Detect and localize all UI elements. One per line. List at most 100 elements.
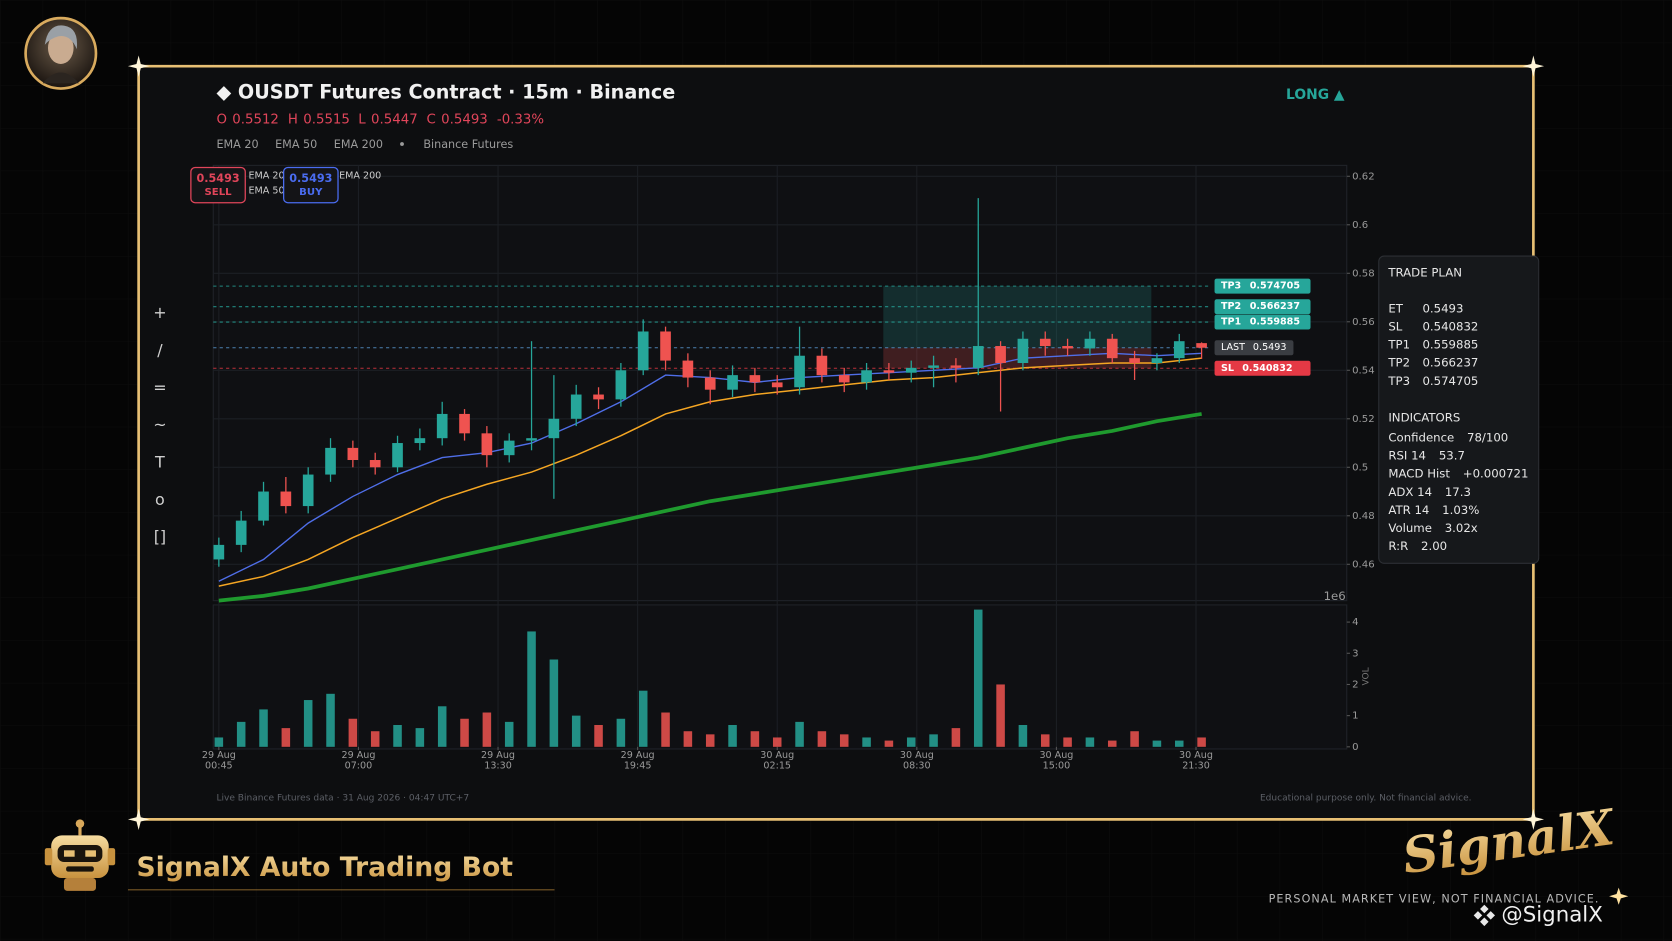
volume-bar (973, 609, 983, 747)
ohlc-label: C (427, 112, 436, 127)
plan-label: ET (1388, 301, 1403, 315)
avatar[interactable] (24, 16, 98, 90)
candle-body (950, 365, 962, 368)
y-tick-label: 0.46 (1352, 559, 1375, 570)
x-tick-label: 30 Aug (760, 750, 794, 761)
y-tick-label: 0.62 (1352, 171, 1375, 182)
tool-button[interactable]: ~ (153, 415, 166, 434)
legend-entry: EMA 50 (275, 138, 317, 151)
ohlc-value: 0.5515 (303, 112, 350, 127)
plan-value: 0.559885 (1422, 337, 1478, 351)
candle-body (302, 474, 314, 507)
candle-body (615, 370, 627, 400)
volume-bar (326, 693, 335, 747)
tool-button[interactable]: + (153, 303, 166, 322)
ohlc-value: 0.5512 (232, 112, 279, 127)
x-tick-label: 00:45 (205, 761, 233, 772)
volume-tick-label: 4 (1352, 617, 1358, 628)
volume-bar (616, 718, 626, 747)
direction: LONG ▲ (1286, 87, 1345, 103)
indicator-label: Confidence (1388, 430, 1454, 444)
indicator-value: +0.000721 (1463, 466, 1529, 480)
indicator-row: ATR 14 1.03% (1388, 502, 1479, 516)
trade-plan-title: TRADE PLAN (1387, 266, 1462, 280)
candle-body (570, 394, 582, 419)
level-tag-value: 0.5493 (1253, 342, 1287, 353)
x-tick-label: 07:00 (345, 761, 373, 772)
y-tick-label: 0.54 (1352, 365, 1375, 376)
plan-label: TP2 (1387, 355, 1410, 369)
order-button[interactable] (190, 166, 246, 204)
volume-panel (212, 604, 1348, 750)
candle-body (1039, 338, 1051, 347)
tool-button[interactable]: o (155, 490, 165, 509)
ohlc-value: 0.5493 (441, 112, 488, 127)
tool-button[interactable]: = (153, 378, 166, 397)
x-tick-label: 30 Aug (1039, 750, 1073, 761)
volume-bar (504, 721, 514, 747)
x-tick-label: 15:00 (1043, 761, 1071, 772)
order-price: 0.5493 (196, 172, 239, 185)
plan-row: SL 0.540832 (1388, 319, 1478, 333)
ohlc-item: H 0.5515 (288, 112, 350, 127)
level-tag (1214, 299, 1311, 315)
level-tag-value: 0.559885 (1250, 317, 1300, 328)
tool-button[interactable]: T (154, 453, 165, 472)
plan-value: 0.566237 (1422, 355, 1478, 369)
volume-bar (1152, 740, 1162, 747)
volume-bar (303, 700, 313, 747)
indicator-label: R:R (1388, 539, 1408, 553)
candle-body (1062, 346, 1073, 349)
tool-button[interactable]: / (157, 341, 163, 360)
x-tick-label: 29 Aug (481, 750, 515, 761)
volume-bar (728, 724, 737, 747)
trade-plan-panel (1378, 255, 1540, 564)
indicator-label: Volume (1388, 521, 1432, 535)
level-tag-label: SL (1221, 363, 1234, 374)
candle-body (392, 443, 403, 468)
plan-row: TP1 0.559885 (1387, 337, 1478, 351)
volume-bar (1018, 724, 1028, 747)
candle-body (682, 360, 694, 378)
indicator-value: 53.7 (1439, 448, 1465, 462)
y-tick-label: 0.6 (1352, 220, 1368, 231)
indicator-row: Confidence 78/100 (1388, 430, 1508, 444)
volume-bar (996, 684, 1005, 747)
indicator-row: RSI 14 53.7 (1388, 448, 1465, 462)
order-button[interactable] (283, 166, 339, 204)
volume-bar (1107, 740, 1117, 747)
candle-body (280, 491, 292, 507)
disclaimer: Educational purpose only. Not financial … (1260, 794, 1472, 804)
plan-value: 0.574705 (1422, 373, 1478, 387)
indicator-value: 2.00 (1421, 539, 1447, 553)
order-label: BUY (299, 187, 323, 198)
plan-row: ET 0.5493 (1388, 301, 1463, 315)
candle-body (548, 418, 560, 439)
candle-body (771, 382, 783, 388)
plan-label: SL (1388, 319, 1402, 333)
level-tag-value: 0.540832 (1242, 363, 1292, 374)
volume-bar (1197, 737, 1206, 747)
candle-body (794, 355, 805, 388)
level-tag-label: TP1 (1221, 317, 1241, 328)
indicator-label: ADX 14 (1388, 484, 1432, 498)
level-tag-value: 0.566237 (1250, 301, 1300, 312)
legend-overlay-entry: EMA 50 (248, 185, 284, 196)
y-tick-label: 0.58 (1352, 268, 1375, 279)
volume-bar (817, 731, 827, 747)
plan-label: TP1 (1387, 337, 1410, 351)
source: Binance Futures (423, 138, 513, 151)
candle-body (347, 447, 359, 461)
tagline: PERSONAL MARKET VIEW, NOT FINANCIAL ADVI… (1269, 892, 1600, 905)
level-tag (1214, 314, 1311, 330)
plan-row: TP2 0.566237 (1387, 355, 1478, 369)
indicator-label: MACD Hist (1388, 466, 1450, 480)
candle-body (905, 367, 917, 373)
loss-zone (883, 347, 1152, 369)
tool-button[interactable]: [] (154, 527, 166, 546)
plan-label: TP3 (1387, 373, 1410, 387)
candle-body (660, 331, 671, 361)
volume-bar (259, 709, 268, 747)
volume-bar (772, 737, 782, 747)
